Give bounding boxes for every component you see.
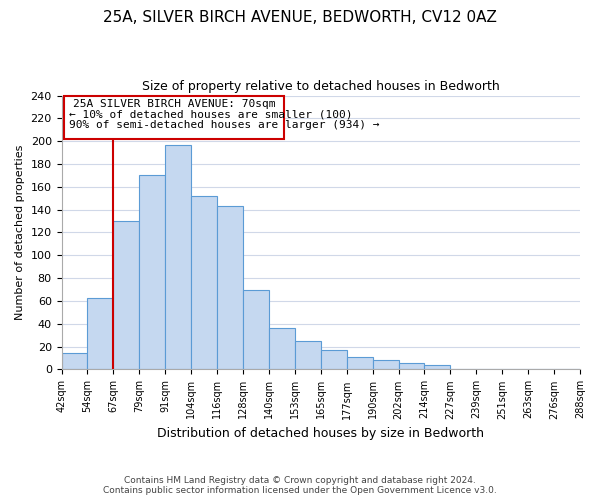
Text: Contains HM Land Registry data © Crown copyright and database right 2024.
Contai: Contains HM Land Registry data © Crown c…: [103, 476, 497, 495]
Bar: [269, 328, 295, 370]
Bar: [295, 341, 321, 370]
Bar: [321, 350, 347, 370]
Bar: [88, 298, 113, 370]
Bar: [217, 206, 243, 370]
Text: 25A SILVER BIRCH AVENUE: 70sqm: 25A SILVER BIRCH AVENUE: 70sqm: [73, 99, 275, 109]
Bar: [62, 354, 88, 370]
Title: Size of property relative to detached houses in Bedworth: Size of property relative to detached ho…: [142, 80, 500, 93]
Y-axis label: Number of detached properties: Number of detached properties: [15, 145, 25, 320]
Bar: [191, 196, 217, 370]
FancyBboxPatch shape: [64, 96, 284, 139]
Bar: [347, 357, 373, 370]
Bar: [113, 221, 139, 370]
Bar: [424, 365, 451, 370]
Bar: [373, 360, 398, 370]
Bar: [165, 144, 191, 370]
Bar: [139, 176, 165, 370]
Text: 90% of semi-detached houses are larger (934) →: 90% of semi-detached houses are larger (…: [70, 120, 380, 130]
Bar: [398, 362, 424, 370]
X-axis label: Distribution of detached houses by size in Bedworth: Distribution of detached houses by size …: [157, 427, 484, 440]
Text: ← 10% of detached houses are smaller (100): ← 10% of detached houses are smaller (10…: [70, 109, 353, 119]
Bar: [243, 290, 269, 370]
Text: 25A, SILVER BIRCH AVENUE, BEDWORTH, CV12 0AZ: 25A, SILVER BIRCH AVENUE, BEDWORTH, CV12…: [103, 10, 497, 25]
